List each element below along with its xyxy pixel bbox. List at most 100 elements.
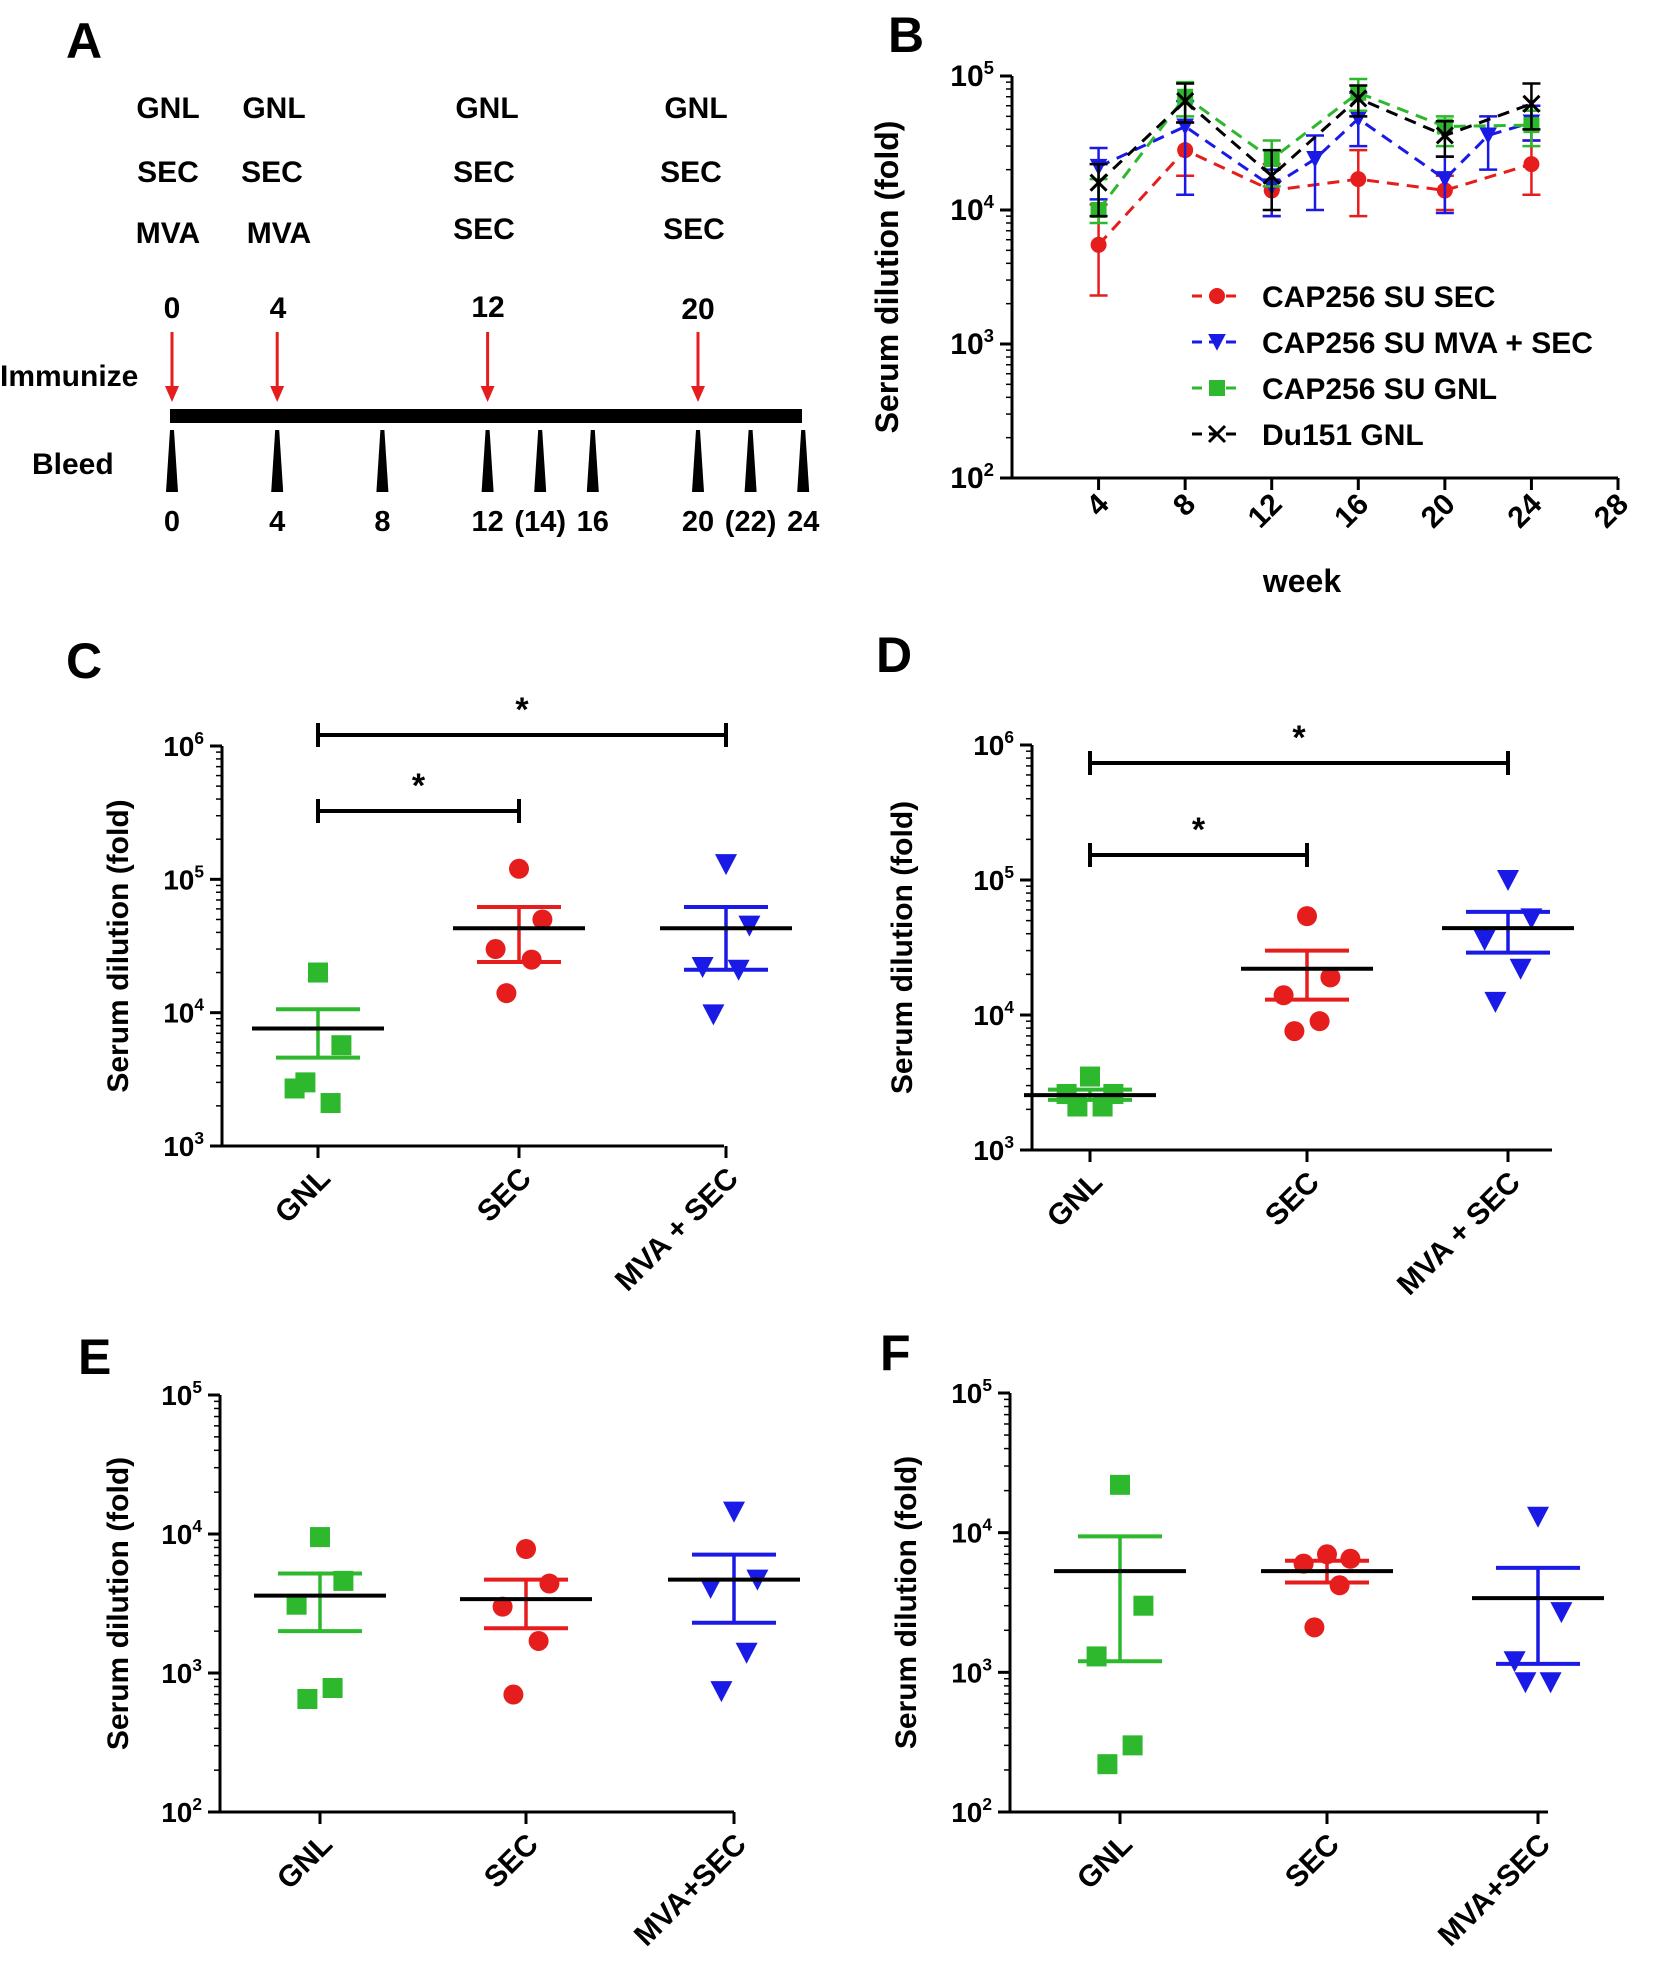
x-tick-label: 28	[1588, 488, 1635, 535]
x-tick-label: SEC	[1279, 1828, 1346, 1895]
data-point	[1527, 1506, 1549, 1528]
immunization-4-line-1: GNL	[242, 92, 305, 125]
y-axis-label: Serum dilution (fold)	[890, 1456, 923, 1749]
data-point	[286, 1594, 307, 1615]
bleed-triangle-0	[166, 430, 178, 492]
data-point	[1090, 236, 1107, 253]
immunization-4: GNL SEC MVA 4	[241, 92, 311, 325]
panel-e-letter: E	[78, 1329, 111, 1385]
immunization-arrowhead-12	[480, 386, 495, 402]
bleed-week-label: (14)	[514, 506, 566, 538]
data-point	[1484, 991, 1507, 1013]
immunization-0-line-2: SEC	[137, 156, 199, 189]
significance-label: *	[515, 691, 529, 729]
group-gnl	[1024, 1066, 1156, 1117]
data-point	[1329, 1575, 1350, 1596]
bleed-label: Bleed	[32, 448, 114, 481]
x-marker-stroke	[1207, 424, 1227, 444]
immunization-12-week: 12	[471, 291, 504, 324]
y-tick-label: 104	[951, 1515, 992, 1549]
data-point	[509, 858, 529, 879]
bleed-week-label: 16	[577, 506, 609, 538]
panel-c-scatter: C 103 104 105 106 Serum dilution (fold) GNL SE…	[66, 633, 792, 1298]
y-tick-label: 104	[973, 997, 1014, 1031]
bleed-triangle-12	[481, 430, 494, 492]
panel-a-letter: A	[66, 13, 102, 69]
x-marker-stroke	[1522, 94, 1541, 113]
data-point	[1309, 1011, 1330, 1032]
y-tick-label: 102	[951, 1794, 992, 1828]
immunization-20-line-3: SEC	[663, 213, 725, 246]
significance-bracket: *	[316, 691, 728, 747]
data-point	[723, 1501, 745, 1523]
data-point	[308, 962, 328, 983]
data-point	[1293, 1553, 1314, 1574]
immunization-4-line-2: SEC	[241, 156, 303, 189]
legend-label: CAP256 SU MVA + SEC	[1262, 327, 1593, 360]
series-cap256-su-mva-sec	[1089, 91, 1541, 218]
x-tick-label: SEC	[478, 1828, 545, 1895]
significance-bracket: *	[1088, 811, 1309, 867]
immunization-12-line-1: GNL	[455, 92, 518, 125]
x-tick-label: GNL	[269, 1162, 337, 1230]
data-point	[1435, 126, 1454, 145]
data-point	[322, 1677, 343, 1698]
immunization-0: GNL SEC MVA 0	[136, 92, 200, 325]
bleed-triangle-24	[797, 430, 810, 492]
significance-label: *	[1292, 719, 1306, 757]
x-tick-label: 16	[1328, 488, 1375, 535]
x-tick-label: 4	[1080, 487, 1115, 522]
bleed-week-label: 4	[269, 506, 285, 538]
x-tick-label: GNL	[1071, 1828, 1139, 1896]
data-point	[1514, 1672, 1537, 1694]
data-point	[1110, 1474, 1130, 1495]
x-tick-label: MVA + SEC	[1391, 1166, 1527, 1302]
y-tick-label: 106	[163, 728, 204, 762]
series-du151-gnl	[1089, 82, 1541, 218]
bleed-week-label: (22)	[725, 506, 777, 538]
data-point	[496, 983, 517, 1004]
y-axis-label: Serum dilution (fold)	[102, 1457, 135, 1750]
data-point	[1479, 127, 1497, 145]
data-point	[1349, 110, 1368, 128]
y-tick-label: 103	[161, 1655, 202, 1689]
y-tick-label: 103	[973, 1132, 1014, 1166]
immunization-20-week: 20	[681, 293, 714, 326]
data-point	[1550, 1602, 1573, 1624]
data-point	[1320, 967, 1341, 988]
immunization-4-week: 4	[270, 292, 287, 325]
bleed-triangle-20	[692, 430, 704, 492]
panel-d-scatter: D 103 104 105 106 Serum dilution (fold) GNL SE…	[876, 627, 1574, 1302]
group-sec	[460, 1538, 592, 1705]
y-tick-label: 105	[950, 57, 994, 93]
immunization-arrowhead-20	[691, 386, 705, 402]
data-point	[1473, 929, 1496, 951]
immunization-arrows	[165, 332, 705, 402]
group-gnl	[254, 1527, 386, 1710]
data-point	[1262, 166, 1281, 185]
group-sec	[1241, 906, 1373, 1042]
panel-c-letter: C	[66, 633, 102, 689]
data-point	[1349, 89, 1368, 108]
data-point	[1297, 906, 1317, 927]
panel-f-scatter: F 102 103 104 105 Serum dilution (fold) GNL SE…	[880, 1325, 1604, 1953]
y-tick-label: 105	[161, 1377, 202, 1411]
panel-f-plot: 102 103 104 105 Serum dilution (fold) GNL SEC M…	[890, 1375, 1604, 1953]
data-point	[521, 949, 542, 970]
bleed-triangle-4	[271, 430, 284, 492]
bleed-week-label: 20	[682, 506, 714, 538]
y-tick-label: 106	[973, 727, 1014, 761]
x-axis-label: week	[1262, 563, 1341, 599]
group-mva-sec	[1472, 1506, 1604, 1694]
immunization-4-line-3: MVA	[247, 217, 311, 250]
data-point	[1497, 870, 1519, 891]
x-tick-label: 8	[1167, 488, 1202, 523]
data-point	[1080, 1066, 1100, 1087]
y-tick-label: 105	[973, 862, 1014, 896]
data-point	[1122, 1735, 1143, 1756]
immunization-20-line-2: SEC	[660, 156, 722, 189]
data-point	[1097, 1754, 1118, 1775]
y-tick-label: 104	[163, 995, 204, 1029]
panel-d-letter: D	[876, 627, 912, 683]
